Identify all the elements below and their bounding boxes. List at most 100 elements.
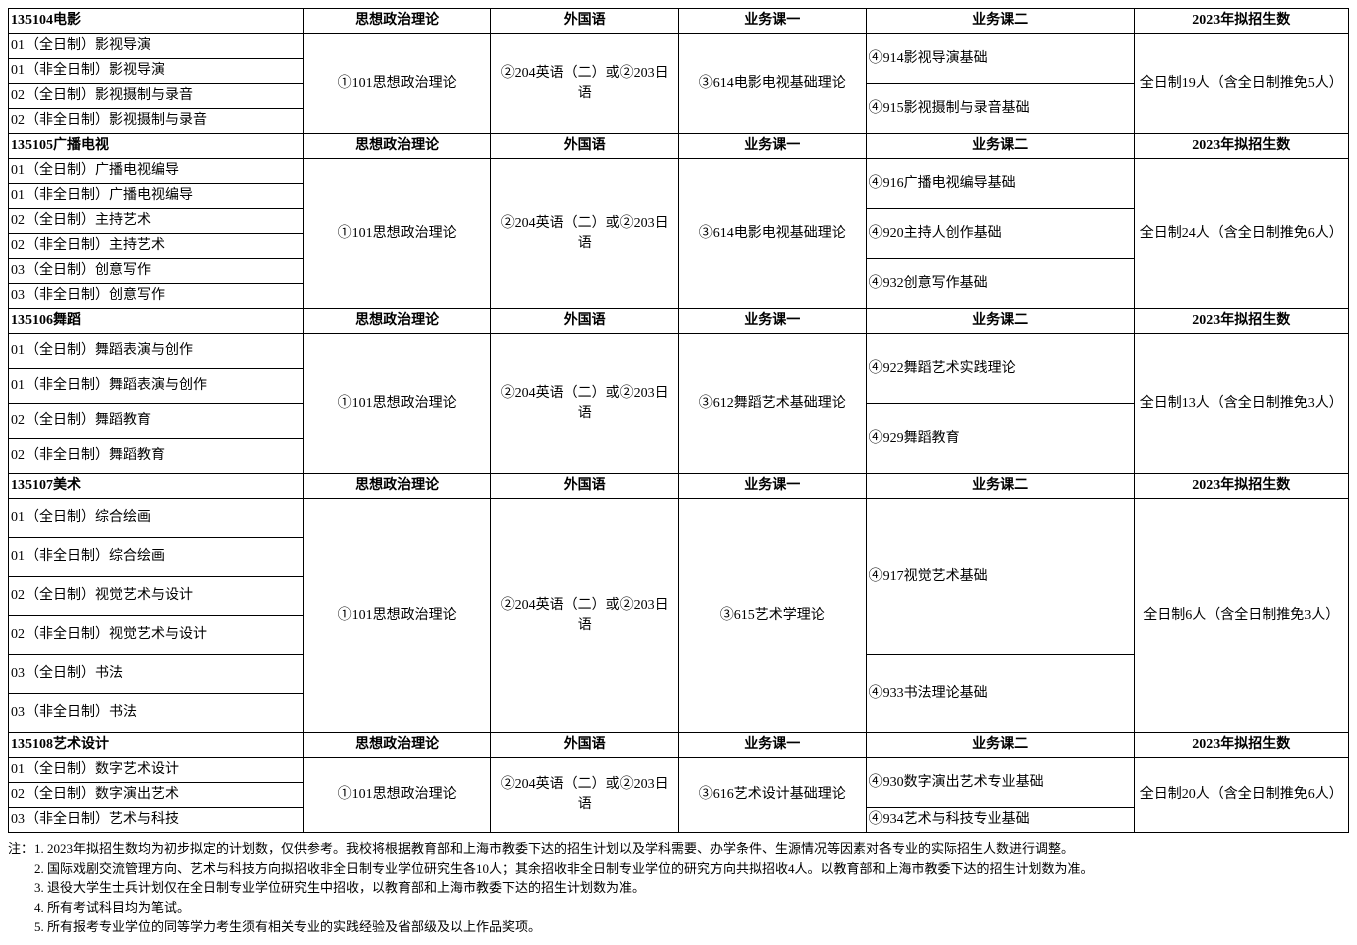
foreign-cell: ②204英语（二）或②203日语 <box>491 34 679 134</box>
course2-cell: ④930数字演出艺术专业基础 <box>866 758 1134 808</box>
direction-cell: 01（非全日制）广播电视编导 <box>9 184 304 209</box>
direction-cell: 01（全日制）数字艺术设计 <box>9 758 304 783</box>
col-header-enroll: 2023年拟招生数 <box>1134 134 1348 159</box>
direction-cell: 03（非全日制）创意写作 <box>9 284 304 309</box>
direction-cell: 02（非全日制）主持艺术 <box>9 234 304 259</box>
direction-cell: 01（非全日制）舞蹈表演与创作 <box>9 369 304 404</box>
course1-cell: ③614电影电视基础理论 <box>678 34 866 134</box>
course2-cell: ④922舞蹈艺术实践理论 <box>866 334 1134 404</box>
col-header-enroll: 2023年拟招生数 <box>1134 9 1348 34</box>
politics-cell: ①101思想政治理论 <box>303 499 491 733</box>
direction-cell: 02（非全日制）影视摄制与录音 <box>9 109 304 134</box>
col-header-foreign: 外国语 <box>491 134 679 159</box>
section-header-row: 135106舞蹈思想政治理论外国语业务课一业务课二2023年拟招生数 <box>9 309 1349 334</box>
direction-cell: 01（全日制）舞蹈表演与创作 <box>9 334 304 369</box>
section-code: 135106舞蹈 <box>9 309 304 334</box>
direction-cell: 01（非全日制）影视导演 <box>9 59 304 84</box>
politics-cell: ①101思想政治理论 <box>303 34 491 134</box>
section-code: 135105广播电视 <box>9 134 304 159</box>
section-code: 135107美术 <box>9 474 304 499</box>
col-header-course1: 业务课一 <box>678 309 866 334</box>
direction-cell: 02（全日制）舞蹈教育 <box>9 404 304 439</box>
col-header-foreign: 外国语 <box>491 733 679 758</box>
direction-cell: 01（全日制）影视导演 <box>9 34 304 59</box>
col-header-politics: 思想政治理论 <box>303 474 491 499</box>
col-header-foreign: 外国语 <box>491 9 679 34</box>
col-header-politics: 思想政治理论 <box>303 733 491 758</box>
course2-cell: ④932创意写作基础 <box>866 259 1134 309</box>
table-row: 01（全日制）综合绘画①101思想政治理论②204英语（二）或②203日语③61… <box>9 499 1349 538</box>
enroll-cell: 全日制6人（含全日制推免3人） <box>1134 499 1348 733</box>
table-row: 01（全日制）舞蹈表演与创作①101思想政治理论②204英语（二）或②203日语… <box>9 334 1349 369</box>
enroll-cell: 全日制20人（含全日制推免6人） <box>1134 758 1348 833</box>
note-line: 注：1. 2023年拟招生数均为初步拟定的计划数，仅供参考。我校将根据教育部和上… <box>8 839 1349 859</box>
direction-cell: 01（非全日制）综合绘画 <box>9 538 304 577</box>
course2-cell: ④934艺术与科技专业基础 <box>866 808 1134 833</box>
course2-cell: ④914影视导演基础 <box>866 34 1134 84</box>
direction-cell: 03（全日制）创意写作 <box>9 259 304 284</box>
direction-cell: 02（非全日制）视觉艺术与设计 <box>9 616 304 655</box>
section-header-row: 135105广播电视思想政治理论外国语业务课一业务课二2023年拟招生数 <box>9 134 1349 159</box>
col-header-enroll: 2023年拟招生数 <box>1134 733 1348 758</box>
politics-cell: ①101思想政治理论 <box>303 758 491 833</box>
foreign-cell: ②204英语（二）或②203日语 <box>491 159 679 309</box>
politics-cell: ①101思想政治理论 <box>303 159 491 309</box>
politics-cell: ①101思想政治理论 <box>303 334 491 474</box>
col-header-course2: 业务课二 <box>866 733 1134 758</box>
course1-cell: ③612舞蹈艺术基础理论 <box>678 334 866 474</box>
course2-cell: ④920主持人创作基础 <box>866 209 1134 259</box>
col-header-course1: 业务课一 <box>678 733 866 758</box>
table-row: 01（全日制）影视导演①101思想政治理论②204英语（二）或②203日语③61… <box>9 34 1349 59</box>
enroll-cell: 全日制19人（含全日制推免5人） <box>1134 34 1348 134</box>
direction-cell: 03（非全日制）书法 <box>9 694 304 733</box>
enroll-cell: 全日制13人（含全日制推免3人） <box>1134 334 1348 474</box>
course2-cell: ④929舞蹈教育 <box>866 404 1134 474</box>
course2-cell: ④915影视摄制与录音基础 <box>866 84 1134 134</box>
col-header-politics: 思想政治理论 <box>303 9 491 34</box>
section-header-row: 135107美术思想政治理论外国语业务课一业务课二2023年拟招生数 <box>9 474 1349 499</box>
section-header-row: 135104电影思想政治理论外国语业务课一业务课二2023年拟招生数 <box>9 9 1349 34</box>
foreign-cell: ②204英语（二）或②203日语 <box>491 499 679 733</box>
section-header-row: 135108艺术设计思想政治理论外国语业务课一业务课二2023年拟招生数 <box>9 733 1349 758</box>
col-header-course1: 业务课一 <box>678 474 866 499</box>
direction-cell: 01（全日制）综合绘画 <box>9 499 304 538</box>
col-header-foreign: 外国语 <box>491 309 679 334</box>
col-header-enroll: 2023年拟招生数 <box>1134 309 1348 334</box>
direction-cell: 02（非全日制）舞蹈教育 <box>9 439 304 474</box>
direction-cell: 02（全日制）视觉艺术与设计 <box>9 577 304 616</box>
section-code: 135104电影 <box>9 9 304 34</box>
course1-cell: ③616艺术设计基础理论 <box>678 758 866 833</box>
col-header-politics: 思想政治理论 <box>303 309 491 334</box>
course1-cell: ③615艺术学理论 <box>678 499 866 733</box>
notes-block: 注：1. 2023年拟招生数均为初步拟定的计划数，仅供参考。我校将根据教育部和上… <box>8 839 1349 937</box>
note-line: 4. 所有考试科目均为笔试。 <box>8 898 1349 918</box>
course2-cell: ④916广播电视编导基础 <box>866 159 1134 209</box>
admissions-table: 135104电影思想政治理论外国语业务课一业务课二2023年拟招生数01（全日制… <box>8 8 1349 833</box>
col-header-course2: 业务课二 <box>866 309 1134 334</box>
col-header-course2: 业务课二 <box>866 134 1134 159</box>
table-row: 01（全日制）数字艺术设计①101思想政治理论②204英语（二）或②203日语③… <box>9 758 1349 783</box>
enroll-cell: 全日制24人（含全日制推免6人） <box>1134 159 1348 309</box>
course2-cell: ④917视觉艺术基础 <box>866 499 1134 655</box>
direction-cell: 03（非全日制）艺术与科技 <box>9 808 304 833</box>
direction-cell: 03（全日制）书法 <box>9 655 304 694</box>
col-header-course2: 业务课二 <box>866 9 1134 34</box>
table-row: 01（全日制）广播电视编导①101思想政治理论②204英语（二）或②203日语③… <box>9 159 1349 184</box>
course1-cell: ③614电影电视基础理论 <box>678 159 866 309</box>
col-header-course1: 业务课一 <box>678 134 866 159</box>
direction-cell: 02（全日制）主持艺术 <box>9 209 304 234</box>
foreign-cell: ②204英语（二）或②203日语 <box>491 758 679 833</box>
direction-cell: 02（全日制）影视摄制与录音 <box>9 84 304 109</box>
col-header-foreign: 外国语 <box>491 474 679 499</box>
note-line: 5. 所有报考专业学位的同等学力考生须有相关专业的实践经验及省部级及以上作品奖项… <box>8 917 1349 937</box>
foreign-cell: ②204英语（二）或②203日语 <box>491 334 679 474</box>
col-header-enroll: 2023年拟招生数 <box>1134 474 1348 499</box>
col-header-course1: 业务课一 <box>678 9 866 34</box>
course2-cell: ④933书法理论基础 <box>866 655 1134 733</box>
section-code: 135108艺术设计 <box>9 733 304 758</box>
direction-cell: 01（全日制）广播电视编导 <box>9 159 304 184</box>
note-line: 2. 国际戏剧交流管理方向、艺术与科技方向拟招收非全日制专业学位研究生各10人；… <box>8 859 1349 879</box>
col-header-politics: 思想政治理论 <box>303 134 491 159</box>
direction-cell: 02（全日制）数字演出艺术 <box>9 783 304 808</box>
col-header-course2: 业务课二 <box>866 474 1134 499</box>
